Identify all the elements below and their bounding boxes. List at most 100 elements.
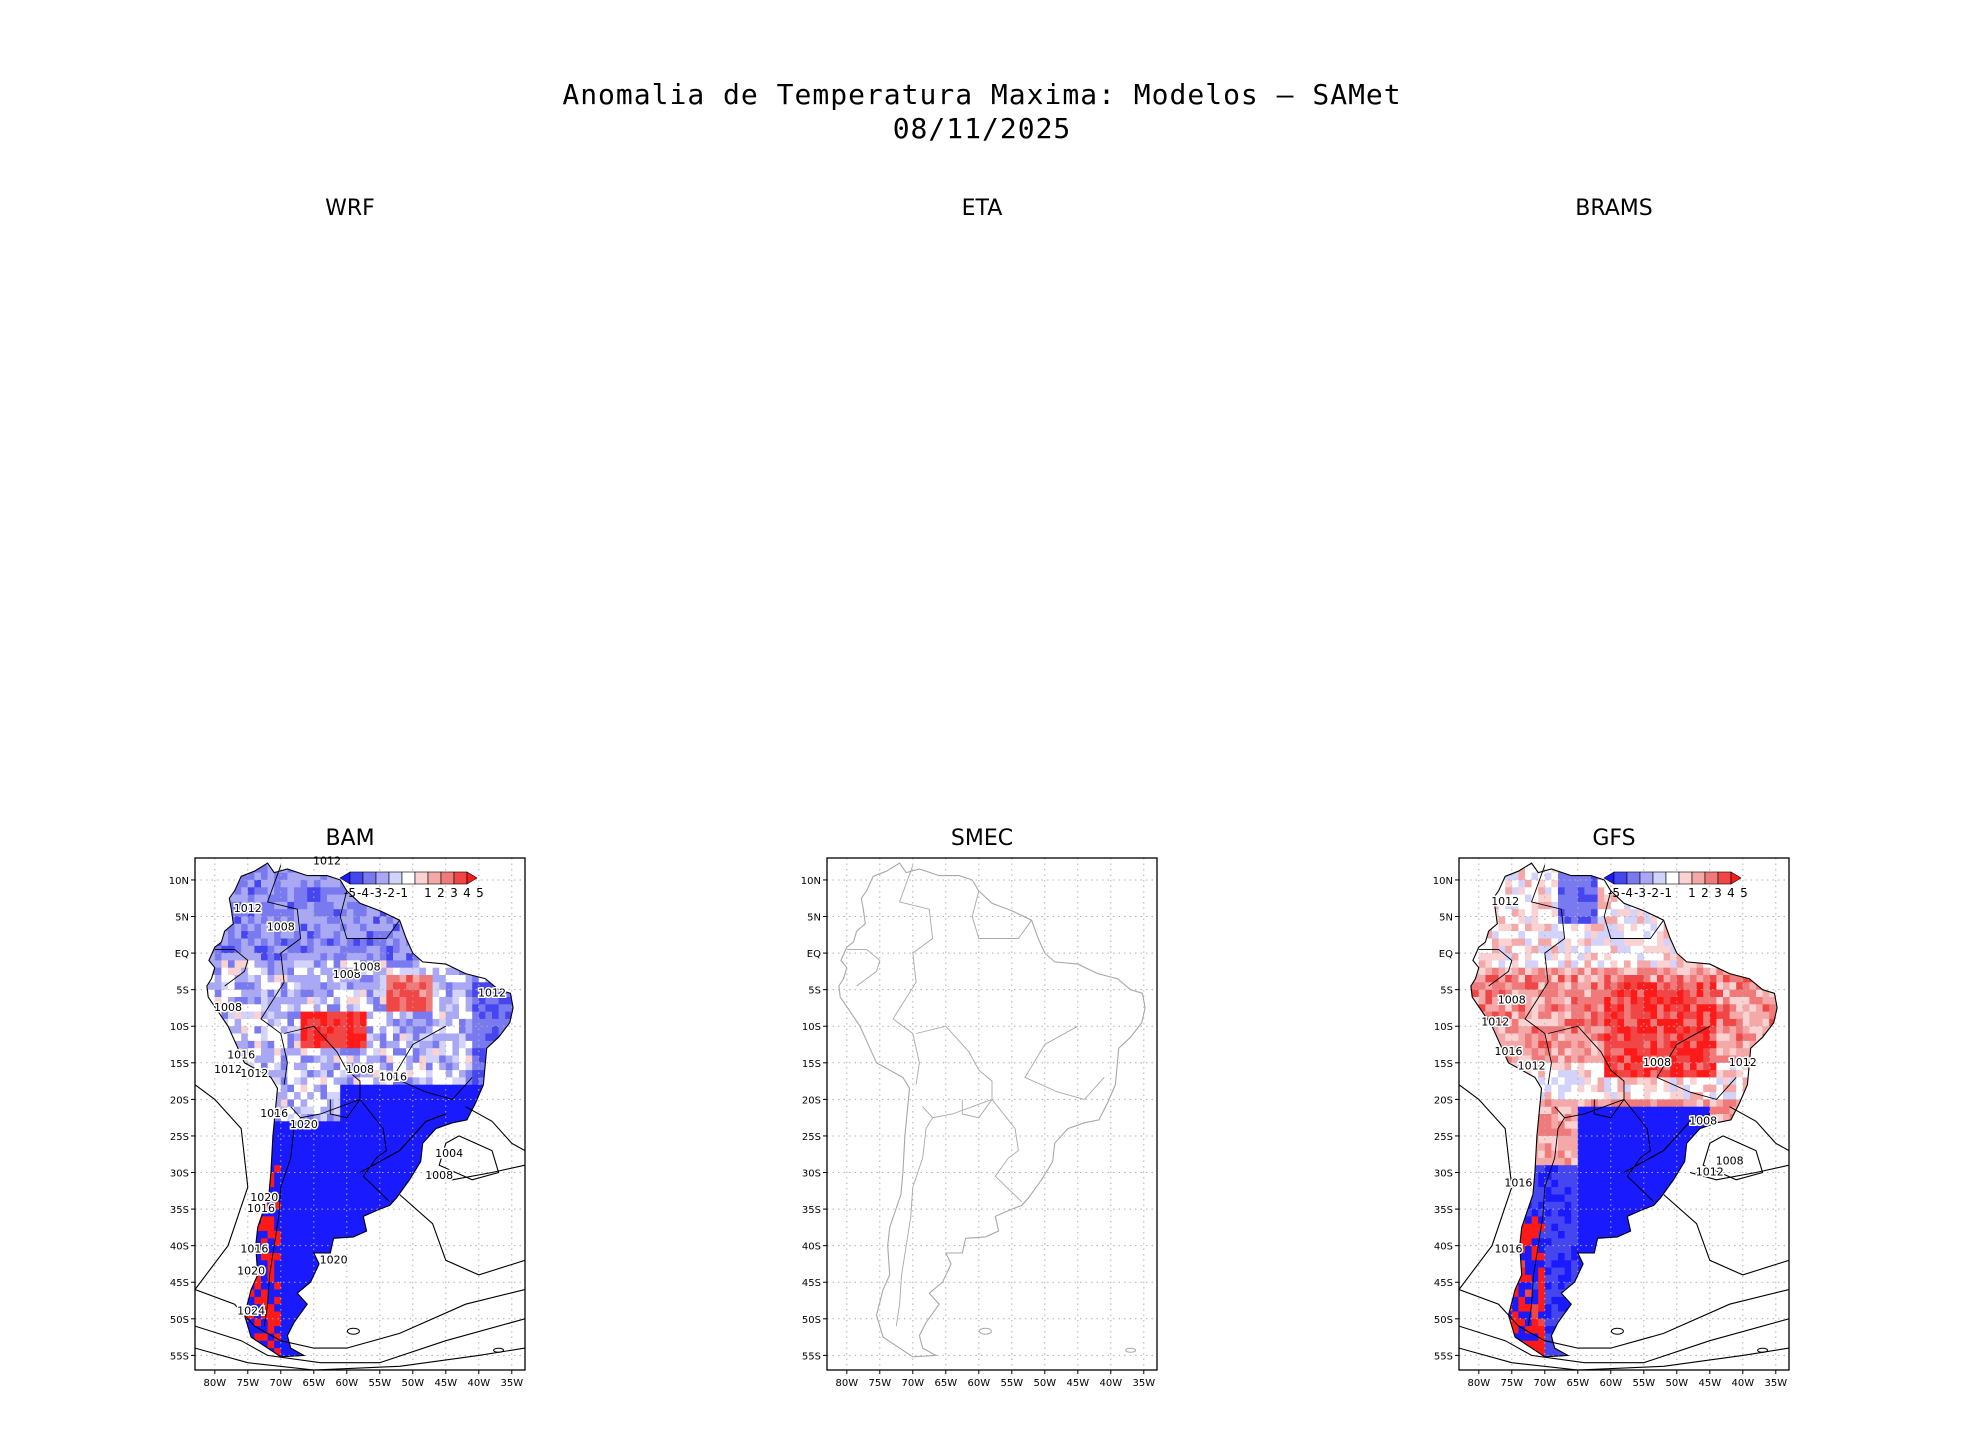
- lat-tick-label: 55S: [802, 1351, 821, 1362]
- colorbar-swatch: [453, 871, 468, 885]
- lon-tick-label: 65W: [302, 1378, 325, 1389]
- falklands: [1610, 1327, 1624, 1335]
- isobars: [1459, 1084, 1789, 1370]
- isobar-label: 1004: [435, 1147, 463, 1160]
- colorbar-tick-label: 4: [1727, 886, 1735, 900]
- lat-tick-label: 35S: [1434, 1205, 1453, 1216]
- isobar-line: [399, 1194, 525, 1276]
- lon-tick-label: 45W: [1698, 1378, 1721, 1389]
- isobar-line: [1729, 1106, 1789, 1152]
- lon-tick-label: 45W: [434, 1378, 457, 1389]
- isobar-line: [1459, 1347, 1789, 1370]
- lat-tick-label: 10N: [801, 876, 821, 887]
- isobar-label: 1012: [1481, 1016, 1509, 1029]
- colorbar-tick-label: -3: [370, 886, 382, 900]
- isobar-line: [195, 1318, 525, 1364]
- lon-tick-label: 45W: [1066, 1378, 1089, 1389]
- border-line: [1623, 1099, 1655, 1203]
- border-line: [1527, 1117, 1565, 1327]
- lat-tick-label: 10N: [169, 876, 189, 887]
- figure-date: 08/11/2025: [892, 112, 1072, 145]
- lon-tick-label: 75W: [236, 1378, 259, 1389]
- colorbar-swatch: [1665, 871, 1680, 885]
- colorbar-tick-label: -5: [1608, 886, 1620, 900]
- lat-tick-label: 35S: [170, 1205, 189, 1216]
- border-line: [846, 948, 881, 987]
- isobar-label: 1008: [425, 1169, 453, 1182]
- colorbar-swatch: [1652, 871, 1667, 885]
- lat-tick-label: 10S: [170, 1022, 189, 1033]
- isobar-label: 1008: [1498, 994, 1526, 1007]
- colorbar-swatch: [1639, 871, 1654, 885]
- panel-title-brams: BRAMS: [1575, 196, 1653, 221]
- lon-tick-label: 55W: [368, 1378, 391, 1389]
- lat-tick-label: 40S: [170, 1242, 189, 1253]
- isobar-label: 1016: [379, 1070, 407, 1083]
- border-line: [329, 1099, 361, 1119]
- lat-tick-label: 5N: [175, 913, 189, 924]
- lat-tick-label: 25S: [170, 1132, 189, 1143]
- isobar-label: 1008: [1689, 1114, 1717, 1127]
- colorbar-high-arrow: [466, 871, 478, 885]
- colorbar-tick-label: -1: [396, 886, 408, 900]
- colorbar: -5 -4 -3 -2 -1 1 2 3 4 5: [339, 871, 484, 900]
- lat-tick-label: EQ: [175, 949, 189, 960]
- lat-tick-label: 50S: [1434, 1315, 1453, 1326]
- colorbar-swatch: [1613, 871, 1628, 885]
- lat-tick-label: 30S: [1434, 1169, 1453, 1180]
- lat-tick-label: 5S: [808, 986, 821, 997]
- border-line: [359, 1099, 391, 1203]
- colorbar-swatch: [388, 871, 403, 885]
- isobar-label: 1012: [240, 1067, 268, 1080]
- lon-tick-label: 80W: [835, 1378, 858, 1389]
- isobar-line: [1689, 1164, 1789, 1181]
- colorbar-tick-label: 2: [1701, 886, 1709, 900]
- isobar-line: [465, 1106, 525, 1152]
- isobar-label: 1008: [346, 1063, 374, 1076]
- coastline: [1470, 862, 1778, 1358]
- lat-tick-label: 55S: [1434, 1351, 1453, 1362]
- isobar-label: 1008: [333, 968, 361, 981]
- border-line: [283, 1025, 361, 1119]
- colorbar-tick-label: -4: [357, 886, 369, 900]
- border-line: [1524, 865, 1566, 1085]
- anomaly-field: [206, 863, 514, 1357]
- isobar-line: [1663, 1194, 1789, 1276]
- colorbar-tick-label: 1: [424, 886, 432, 900]
- state-line: [1024, 1025, 1105, 1100]
- lon-tick-label: 35W: [1764, 1378, 1787, 1389]
- lat-tick-label: 40S: [802, 1242, 821, 1253]
- lon-tick-label: 50W: [1665, 1378, 1688, 1389]
- isobar-label: 1008: [267, 920, 295, 933]
- panel-title-eta: ETA: [961, 196, 1003, 221]
- lat-tick-label: EQ: [807, 949, 821, 960]
- panel-title-smec: SMEC: [950, 826, 1014, 851]
- isobar-label: 1016: [1495, 1045, 1523, 1058]
- colorbar: -5 -4 -3 -2 -1 1 2 3 4 5: [1603, 871, 1748, 900]
- colorbar-tick-label: -3: [1634, 886, 1646, 900]
- country-borders: [846, 865, 1105, 1327]
- border-line: [1593, 1099, 1625, 1119]
- axes: 10N 5N EQ 5S 10S 15S 20S 25S 30S 35S 40S 45S 50S 55S 8…: [169, 876, 523, 1389]
- isobar-label: 1012: [478, 986, 506, 999]
- colorbar-swatch: [375, 871, 390, 885]
- lon-tick-label: 60W: [967, 1378, 990, 1389]
- map-panel-bam: 1012101210081008100810081012101610121012…: [169, 853, 526, 1389]
- isobar-label: 1012: [1729, 1056, 1757, 1069]
- isobar-line: [1702, 1135, 1764, 1181]
- lon-tick-label: 35W: [1132, 1378, 1155, 1389]
- lon-tick-label: 40W: [1099, 1378, 1122, 1389]
- coastline: [206, 862, 514, 1358]
- map-frame: [1458, 857, 1790, 1371]
- lon-tick-label: 40W: [1731, 1378, 1754, 1389]
- lat-tick-label: 40S: [1434, 1242, 1453, 1253]
- lat-tick-label: 10S: [1434, 1022, 1453, 1033]
- lon-tick-label: 75W: [868, 1378, 891, 1389]
- isobar-label: 1012: [1696, 1166, 1724, 1179]
- isobar-label: 1008: [353, 961, 381, 974]
- colorbar-tick-label: -5: [344, 886, 356, 900]
- isobar-label: 1020: [320, 1253, 348, 1266]
- border-line: [1547, 1025, 1625, 1119]
- state-line: [1656, 1025, 1737, 1100]
